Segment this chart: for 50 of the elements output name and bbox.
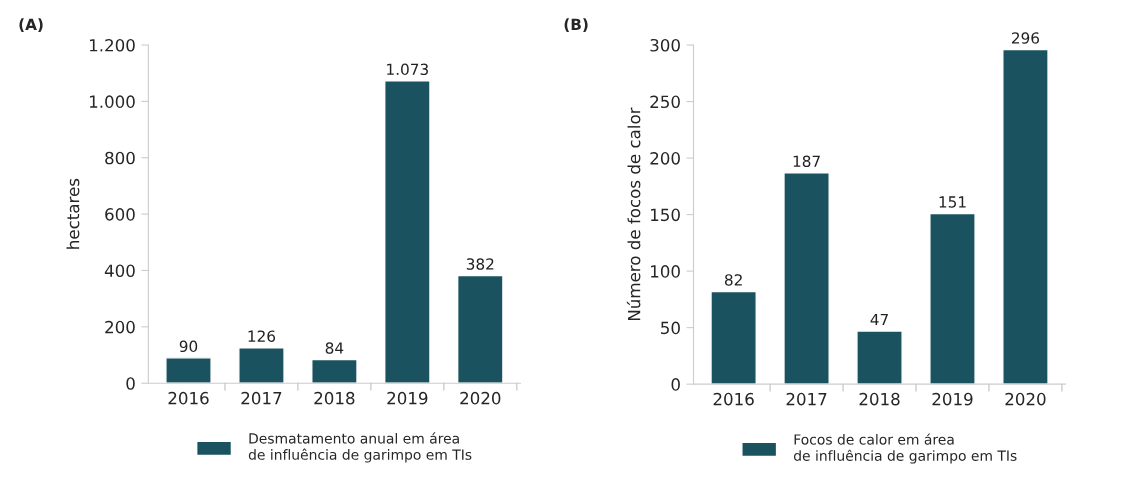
x-tick-label: 2019	[387, 391, 428, 405]
y-tick-label: 1.000	[89, 95, 135, 108]
y-tick-label: 150	[651, 208, 680, 222]
y-axis-title: Número de focos de calor	[626, 107, 641, 321]
y-tick-label: 300	[650, 38, 680, 52]
data-label: 82	[724, 274, 742, 286]
x-tick-label: 2020	[460, 391, 501, 405]
y-tick-label: 100	[651, 265, 680, 278]
x-tick-label: 2017	[786, 392, 827, 406]
y-tick-label: 0	[126, 377, 135, 390]
data-label: 296	[1011, 32, 1040, 44]
chart-title: (A)	[19, 18, 43, 32]
x-tick-label: 2018	[314, 391, 355, 405]
data-label: 151	[939, 196, 966, 208]
y-tick-label: 200	[105, 320, 135, 334]
bar	[311, 358, 358, 384]
bar	[856, 330, 903, 385]
data-label: 84	[325, 342, 344, 354]
bar	[710, 290, 757, 385]
chart-title: (B)	[564, 18, 588, 32]
data-label: 1.073	[387, 63, 428, 76]
y-tick-label: 400	[104, 264, 135, 278]
y-tick-label: 0	[671, 378, 680, 391]
data-label: 187	[793, 155, 820, 168]
x-tick-label: 2018	[859, 392, 900, 406]
bar	[929, 212, 976, 385]
bar	[384, 80, 431, 384]
y-tick-label: 800	[105, 151, 135, 165]
data-label: 382	[466, 258, 494, 270]
bar	[1002, 48, 1049, 385]
bar	[456, 274, 504, 384]
data-label: 90	[179, 340, 198, 353]
y-tick-label: 1.200	[89, 38, 135, 52]
x-tick-label: 2016	[713, 392, 754, 406]
data-label: 47	[870, 313, 888, 326]
y-tick-label: 600	[105, 208, 135, 221]
x-tick-label: 2019	[932, 392, 973, 406]
x-tick-label: 2016	[168, 391, 209, 405]
y-axis-title: hectares	[66, 178, 80, 249]
y-tick-label: 200	[650, 152, 680, 165]
bar	[165, 357, 212, 384]
legend-label: Focos de calor em área de influência de garimpo em TIs	[793, 433, 1017, 464]
y-tick-label: 50	[661, 321, 680, 335]
data-label: 126	[248, 330, 276, 342]
x-tick-label: 2017	[241, 391, 282, 405]
legend-label: Desmatamento anual em área de influência de garimpo em TIs	[248, 432, 472, 463]
bar	[238, 346, 285, 384]
bar	[783, 172, 830, 385]
x-tick-label: 2020	[1005, 392, 1046, 406]
y-tick-label: 250	[650, 95, 680, 109]
